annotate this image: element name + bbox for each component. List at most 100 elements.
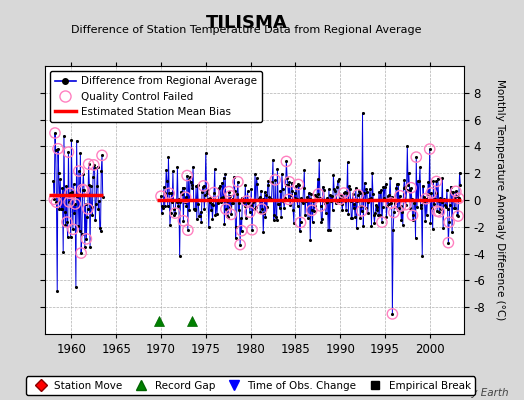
Point xyxy=(407,184,415,191)
Point xyxy=(264,178,272,185)
Point xyxy=(369,212,378,218)
Point xyxy=(267,196,275,203)
Point xyxy=(401,184,409,190)
Point xyxy=(417,205,425,211)
Point xyxy=(429,226,437,232)
Point xyxy=(420,194,428,200)
Point xyxy=(204,224,213,230)
Point xyxy=(225,188,233,195)
Point xyxy=(323,195,332,201)
Point xyxy=(272,217,281,224)
Point xyxy=(358,110,367,116)
Point xyxy=(189,163,197,170)
Point xyxy=(362,205,370,212)
Point xyxy=(207,207,215,214)
Point xyxy=(172,196,180,203)
Point xyxy=(334,178,342,184)
Point xyxy=(316,203,325,209)
Point xyxy=(318,216,326,222)
Point xyxy=(86,244,94,250)
Point xyxy=(234,178,242,185)
Point xyxy=(214,200,223,206)
Point xyxy=(244,200,253,206)
Point xyxy=(80,187,88,194)
Point xyxy=(260,210,268,216)
Point xyxy=(90,165,99,171)
Point xyxy=(213,198,222,204)
Point xyxy=(313,176,322,183)
Point xyxy=(443,187,451,193)
Point xyxy=(448,229,456,235)
Point xyxy=(311,192,320,198)
Point xyxy=(435,209,444,215)
Point xyxy=(427,190,435,196)
Point xyxy=(429,177,438,184)
Point xyxy=(56,176,64,182)
Point xyxy=(291,195,300,201)
Point xyxy=(376,189,385,195)
Point xyxy=(305,196,314,203)
Point xyxy=(231,188,239,194)
Point xyxy=(248,226,256,233)
Point xyxy=(259,229,267,236)
Point xyxy=(185,207,193,213)
Point xyxy=(242,215,250,221)
Point xyxy=(184,176,193,182)
Point xyxy=(209,202,217,208)
Point xyxy=(77,250,85,256)
Point xyxy=(311,203,319,210)
Point xyxy=(168,199,177,205)
Point xyxy=(225,188,233,195)
Point xyxy=(219,194,227,200)
Point xyxy=(179,218,188,224)
Point xyxy=(183,172,191,179)
Point xyxy=(336,196,344,202)
Point xyxy=(276,204,284,211)
Point xyxy=(191,206,200,213)
Point xyxy=(51,130,59,136)
Point xyxy=(248,226,256,233)
Point xyxy=(94,206,103,213)
Point xyxy=(72,284,80,290)
Point xyxy=(432,178,441,185)
Point xyxy=(455,195,463,202)
Point xyxy=(255,194,264,200)
Point xyxy=(237,228,246,234)
Point xyxy=(380,194,388,201)
Point xyxy=(198,189,206,196)
Point xyxy=(55,206,63,212)
Point xyxy=(77,250,85,256)
Point xyxy=(297,219,305,226)
Point xyxy=(388,311,397,317)
Point xyxy=(398,208,406,215)
Point xyxy=(232,224,241,230)
Point xyxy=(182,202,191,209)
Point xyxy=(234,207,243,213)
Point xyxy=(64,149,73,155)
Point xyxy=(403,143,411,150)
Point xyxy=(445,219,453,226)
Point xyxy=(383,203,391,210)
Point xyxy=(272,214,280,220)
Point xyxy=(308,207,316,214)
Point xyxy=(63,219,71,225)
Point xyxy=(401,202,410,208)
Point xyxy=(57,206,65,212)
Point xyxy=(307,191,315,198)
Point xyxy=(199,184,207,191)
Text: TILISMA: TILISMA xyxy=(205,14,287,32)
Point xyxy=(433,208,441,214)
Point xyxy=(308,207,316,214)
Point xyxy=(58,185,67,191)
Text: Difference of Station Temperature Data from Regional Average: Difference of Station Temperature Data f… xyxy=(71,25,421,35)
Point xyxy=(417,202,425,208)
Point xyxy=(161,190,170,196)
Point xyxy=(282,158,291,165)
Point xyxy=(444,240,453,246)
Point xyxy=(247,186,256,193)
Point xyxy=(327,198,335,204)
Point xyxy=(434,175,442,182)
Point xyxy=(372,202,380,208)
Point xyxy=(212,197,221,204)
Point xyxy=(188,182,196,188)
